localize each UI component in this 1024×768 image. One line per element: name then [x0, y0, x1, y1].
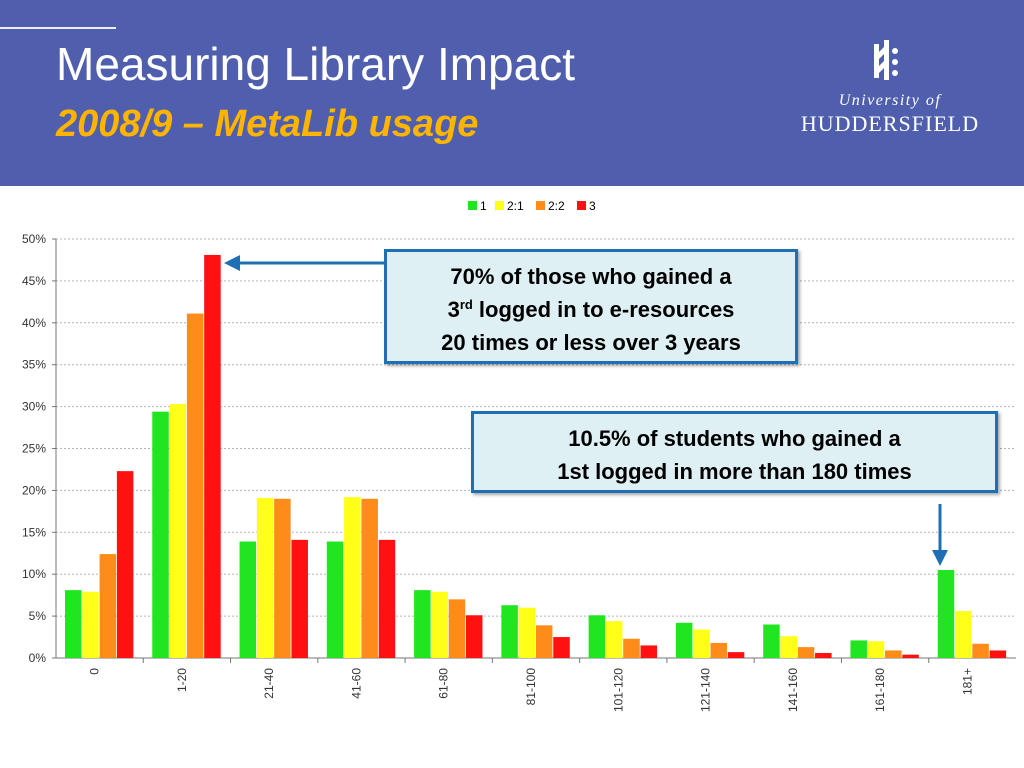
- legend-swatch-2:1: [495, 201, 504, 210]
- y-tick-label: 0%: [29, 651, 47, 665]
- bar-2:2-41-60: [361, 498, 378, 658]
- bar-2:2-61-80: [448, 599, 466, 658]
- logo-university-of: University of: [838, 92, 942, 109]
- bar-2:1-21-40: [256, 497, 274, 658]
- y-tick-label: 5%: [29, 609, 47, 623]
- university-crest-icon: [874, 40, 898, 80]
- slide-subtitle: 2008/9 – MetaLib usage: [56, 103, 479, 145]
- bar-2:2-161-180: [885, 650, 902, 658]
- y-tick-label: 50%: [22, 232, 46, 246]
- bar-1-181+: [937, 570, 955, 658]
- bar-3-1-20: [204, 254, 221, 658]
- bar-3-101-120: [640, 645, 658, 658]
- y-tick-label: 45%: [22, 274, 46, 288]
- bar-2:1-161-180: [867, 641, 885, 658]
- bar-1-41-60: [326, 541, 344, 658]
- y-tick-label: 40%: [22, 316, 46, 330]
- bar-3-181+: [989, 650, 1007, 658]
- bar-2:1-61-80: [431, 591, 448, 658]
- bar-3-161-180: [902, 654, 919, 658]
- bar-2:1-141-160: [780, 636, 797, 658]
- x-tick-label: 181+: [960, 668, 974, 695]
- y-tick-label: 20%: [22, 483, 46, 497]
- x-tick-label: 21-40: [262, 668, 276, 699]
- bar-3-121-140: [727, 652, 745, 658]
- bar-3-21-40: [291, 539, 308, 658]
- bar-1-141-160: [763, 624, 780, 658]
- bar-2:1-41-60: [344, 497, 361, 658]
- usage-bar-chart: 0% 5% 10% 15% 20% 25% 30% 35% 40% 45% 50% 0 1-20 21-4…: [22, 199, 1016, 712]
- bar-2:1-121-140: [693, 629, 710, 658]
- bar-2:2-81-100: [535, 625, 553, 658]
- x-tick-label: 61-80: [437, 668, 451, 699]
- logo-huddersfield: HUDDERSFIELD: [800, 111, 980, 136]
- bar-2:2-1-20: [186, 313, 204, 658]
- legend-label: 3: [589, 199, 596, 213]
- bar-2:2-21-40: [274, 498, 291, 658]
- bar-1-81-100: [501, 605, 518, 658]
- bar-1-21-40: [239, 541, 257, 658]
- bar-2:2-141-160: [797, 647, 815, 658]
- bar-3-61-80: [465, 615, 483, 658]
- bar-1-101-120: [588, 615, 606, 658]
- callout-first-class: 10.5% of students who gained a 1st logge…: [471, 411, 998, 493]
- bar-2:1-101-120: [605, 621, 623, 658]
- bar-2:2-181+: [972, 643, 989, 658]
- callout-third-line1: 70% of those who gained a: [450, 264, 732, 289]
- bar-2:2-0: [99, 554, 117, 658]
- x-tick-label: 0: [88, 668, 102, 675]
- bar-1-61-80: [414, 590, 431, 658]
- x-tick-label: 41-60: [349, 668, 363, 699]
- bar-2:1-0: [82, 591, 99, 658]
- bar-1-121-140: [675, 622, 693, 658]
- bar-2:2-101-120: [623, 638, 640, 658]
- x-tick-label: 141-160: [786, 668, 800, 712]
- bar-1-1-20: [152, 411, 169, 658]
- x-tick-label: 161-180: [873, 668, 887, 712]
- x-tick-label: 1-20: [175, 668, 189, 692]
- slide-title: Measuring Library Impact: [56, 38, 575, 90]
- legend-label: 2:2: [548, 199, 565, 213]
- y-tick-label: 15%: [22, 525, 46, 539]
- x-tick-label: 121-140: [699, 668, 713, 712]
- bar-1-0: [65, 590, 82, 658]
- callout-first-line1: 10.5% of students who gained a: [568, 426, 901, 451]
- callout-first-line2: 1st logged in more than 180 times: [557, 459, 912, 484]
- header-rule: [0, 27, 116, 29]
- bar-3-81-100: [553, 637, 570, 658]
- y-tick-label: 35%: [22, 358, 46, 372]
- bar-2:2-121-140: [710, 642, 728, 658]
- legend-label: 2:1: [507, 199, 524, 213]
- bar-3-41-60: [378, 539, 396, 658]
- x-tick-label: 81-100: [524, 668, 538, 706]
- bar-2:1-81-100: [518, 607, 536, 658]
- callout-third-line3: 20 times or less over 3 years: [441, 330, 741, 355]
- callout-third-class: 70% of those who gained a 3rd logged in …: [384, 249, 798, 364]
- y-tick-label: 25%: [22, 442, 46, 456]
- y-tick-label: 10%: [22, 567, 46, 581]
- x-tick-label: 101-120: [611, 668, 625, 712]
- slide-header: Measuring Library Impact 2008/9 – MetaLi…: [0, 0, 1024, 186]
- legend-label: 1: [480, 199, 487, 213]
- bar-2:1-1-20: [169, 404, 187, 658]
- bar-3-0: [116, 471, 134, 658]
- legend-swatch-1: [468, 201, 477, 210]
- bar-3-141-160: [815, 652, 832, 658]
- bar-2:1-181+: [955, 611, 972, 658]
- callout-third-line2: 3rd logged in to e-resources: [447, 297, 735, 322]
- university-logo: University of HUDDERSFIELD: [800, 38, 980, 138]
- legend-swatch-3: [577, 201, 586, 210]
- y-tick-label: 30%: [22, 400, 46, 414]
- legend-swatch-2:2: [536, 201, 545, 210]
- bar-1-161-180: [850, 640, 867, 658]
